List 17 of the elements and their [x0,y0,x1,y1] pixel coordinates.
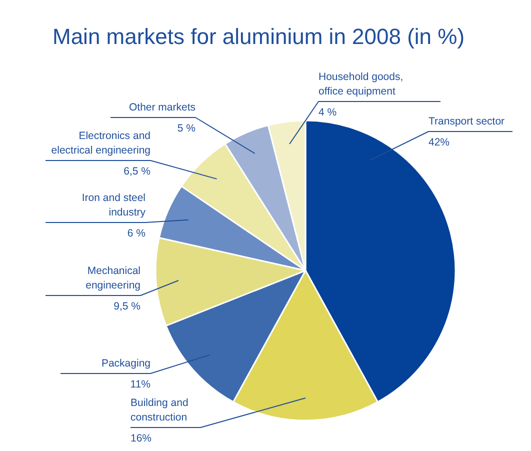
data-label: 4 % [318,106,337,118]
data-label: 6,5 % [124,166,151,178]
slice-label: Household goods, office equipment [318,71,404,98]
data-label: 42% [428,136,450,148]
slice-label: Mechanical engineering [86,265,141,292]
slice-label: Packaging [101,358,151,370]
data-label: 6 % [127,228,146,240]
chart-title: Main markets for aluminium in 2008 (in %) [52,24,465,49]
slice-label: Electronics and electrical engineering [51,130,151,156]
slice-label: Building and construction [130,397,188,424]
data-label: 11% [130,378,151,390]
data-label: 5 % [177,122,196,134]
slice-label: Other markets [128,102,196,114]
data-label: 16% [130,432,152,444]
data-label: 9,5 % [114,300,141,312]
slice-label: Transport sector [428,116,506,128]
slice-label: Iron and steel industry [82,192,146,218]
